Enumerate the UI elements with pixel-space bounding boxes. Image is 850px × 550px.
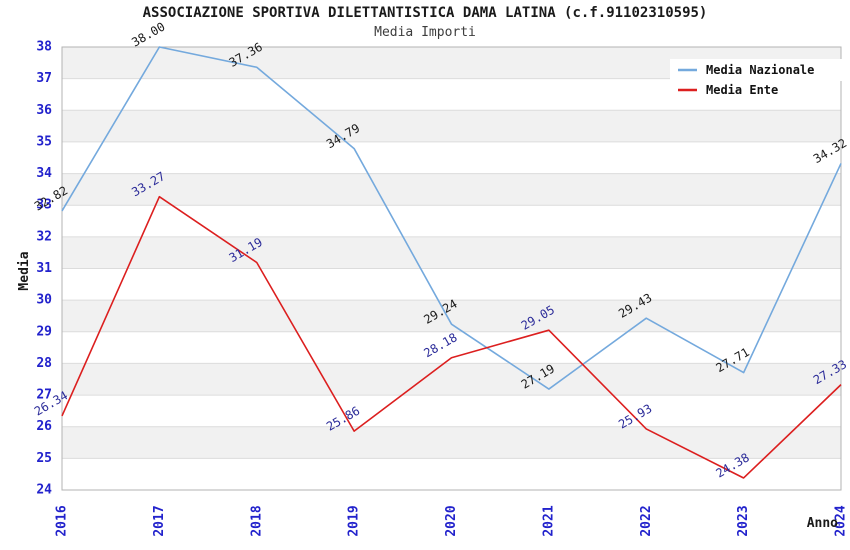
legend-label-media-ente: Media Ente [706,83,778,97]
x-tick-label: 2020 [444,505,459,536]
point-label-media-ente: 28.18 [421,330,459,360]
y-axis-title: Media [17,251,32,290]
y-tick-label: 26 [36,419,52,434]
y-tick-label: 33 [36,198,52,213]
x-tick-label: 2021 [541,505,556,536]
y-tick-label: 25 [36,451,52,466]
y-tick-label: 35 [36,134,52,149]
y-tick-label: 32 [36,229,52,244]
series-line-media-ente [61,195,842,479]
x-tick-label: 2016 [55,505,70,536]
y-tick-label: 31 [36,261,52,276]
x-axis-title: Anno [807,516,838,531]
y-tick-label: 28 [36,356,52,371]
y-tick-label: 24 [36,483,52,498]
legend-background [670,59,848,81]
x-tick-label: 2024 [834,505,849,536]
plot-border [61,46,842,491]
x-tick-label: 2017 [152,505,167,536]
grid-band [62,300,841,332]
y-tick-label: 30 [36,293,52,308]
y-tick-label: 29 [36,324,52,339]
y-tick-label: 37 [36,71,52,86]
grid-band [62,110,841,142]
grid-band [62,173,841,206]
x-tick-label: 2019 [347,505,362,536]
legend-label-media-nazionale: Media Nazionale [706,63,814,77]
point-label-media-nazionale: 38.00 [129,19,167,49]
grid-band [62,363,841,396]
chart-subtitle: Media Importi [374,25,476,40]
y-tick-label: 34 [36,166,52,181]
series-line-media-nazionale [61,46,842,390]
x-tick-label: 2023 [736,505,751,536]
chart-title: ASSOCIAZIONE SPORTIVA DILETTANTISTICA DA… [142,5,708,21]
y-tick-label: 27 [36,388,52,403]
grid-band [62,426,841,459]
grid-band [62,236,841,269]
x-tick-label: 2022 [639,505,654,536]
y-tick-label: 38 [36,40,52,55]
y-tick-label: 36 [36,103,52,118]
x-tick-label: 2018 [249,505,264,536]
